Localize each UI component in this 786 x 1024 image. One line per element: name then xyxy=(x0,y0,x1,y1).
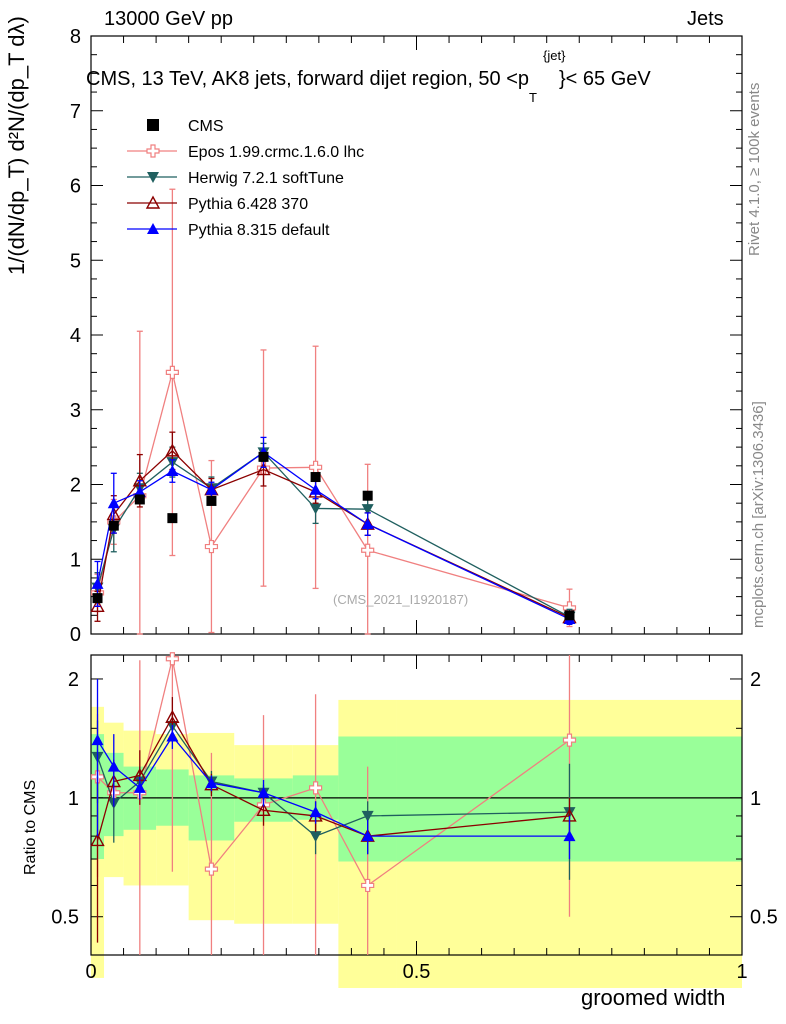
legend-label-herwig: Herwig 7.2.1 softTune xyxy=(188,170,344,187)
epos-point xyxy=(165,365,179,379)
epos-ratio-point xyxy=(308,781,323,795)
epos-ratio-point xyxy=(562,733,577,747)
y-tick-label: 2 xyxy=(70,475,81,497)
plot-title: CMS, 13 TeV, AK8 jets, forward dijet reg… xyxy=(86,48,651,105)
plot-title-sup: {jet} xyxy=(543,48,566,63)
ratio-y-tick-label: 0.5 xyxy=(51,907,79,929)
epos-point xyxy=(204,539,219,554)
p8-ratio-point xyxy=(133,781,146,793)
legend-label-p6: Pythia 6.428 370 xyxy=(188,196,308,213)
y-tick-label: 3 xyxy=(70,400,81,422)
p8-point xyxy=(133,485,146,497)
y-tick-label: 1 xyxy=(70,549,81,571)
p8-ratio-point xyxy=(563,830,576,842)
legend-marker-cms xyxy=(147,119,159,131)
header-right: Jets xyxy=(687,8,724,30)
p8-ratio-point xyxy=(361,830,374,842)
p8-ratio-point xyxy=(309,806,322,818)
ratio-y-tick-label: 2 xyxy=(750,669,761,691)
p6-point xyxy=(256,462,271,476)
x-axis-title: groomed width xyxy=(581,985,726,1010)
cms-data-point xyxy=(167,513,178,524)
ratio-y-tick-label: 1 xyxy=(68,788,79,810)
y-tick-label: 6 xyxy=(70,176,81,198)
y-tick-label: 0 xyxy=(70,624,81,646)
cms-data-point xyxy=(108,520,119,531)
cms-data-point xyxy=(310,472,321,483)
herwig-point xyxy=(309,503,322,515)
ratio-y-tick-label: 0.5 xyxy=(750,907,778,929)
header-left: 13000 GeV pp xyxy=(104,8,233,30)
p6-ratio-point xyxy=(165,709,180,723)
p8-ratio-point xyxy=(205,777,218,789)
x-tick-label: 1 xyxy=(736,961,747,983)
p8-ratio-point xyxy=(107,760,120,772)
cms-data-point xyxy=(564,610,575,621)
plot-title-end: }< 65 GeV xyxy=(559,68,651,90)
herwig-ratio-point xyxy=(309,831,322,843)
p8-ratio-point xyxy=(91,734,104,746)
y-tick-label: 5 xyxy=(70,250,81,272)
p8-point xyxy=(361,518,374,530)
herwig-ratio-point xyxy=(361,810,374,822)
analysis-watermark: (CMS_2021_I1920187) xyxy=(333,592,468,607)
ratio-y-tick-label: 2 xyxy=(68,669,79,691)
epos-ratio-point xyxy=(361,878,375,893)
x-tick-label: 0.5 xyxy=(403,961,431,983)
p6-ratio-point xyxy=(256,802,271,816)
p8-ratio-point xyxy=(257,786,270,798)
legend-marker-epos xyxy=(146,144,160,158)
p8-point xyxy=(166,465,179,477)
y-tick-label: 7 xyxy=(70,101,81,123)
p8-point xyxy=(205,483,218,495)
plot-title-sub: T xyxy=(529,90,537,105)
herwig-point xyxy=(361,504,374,516)
p8-point xyxy=(91,577,104,589)
legend-label-p8: Pythia 8.315 default xyxy=(188,222,330,239)
epos-point xyxy=(308,460,323,474)
legend-label-epos: Epos 1.99.crmc.1.6.0 lhc xyxy=(188,144,364,161)
legend-marker-p6 xyxy=(145,195,161,209)
cms-data-point xyxy=(134,494,145,505)
p6-point xyxy=(165,443,180,457)
p8-ratio-point xyxy=(166,730,179,742)
epos-ratio-point xyxy=(204,862,219,876)
p8-point xyxy=(107,497,120,509)
cms-data-point xyxy=(92,593,103,604)
x-tick-label: 0 xyxy=(85,961,96,983)
cms-data-point xyxy=(206,495,217,506)
legend-label-cms: CMS xyxy=(188,118,224,135)
ratio-y-tick-label: 1 xyxy=(750,788,761,810)
cms-data-point xyxy=(258,451,269,462)
epos-line xyxy=(96,372,570,609)
plot-title-main: CMS, 13 TeV, AK8 jets, forward dijet reg… xyxy=(86,68,530,90)
p8-point xyxy=(309,483,322,495)
y-tick-label: 4 xyxy=(70,325,81,347)
legend-marker-herwig xyxy=(147,172,159,183)
y-tick-label: 8 xyxy=(70,26,81,48)
cms-data-point xyxy=(362,490,373,501)
p6-ratio-point xyxy=(90,833,105,847)
epos-point xyxy=(361,543,375,557)
legend-marker-p8 xyxy=(147,223,159,234)
epos-ratio-point xyxy=(165,652,179,666)
